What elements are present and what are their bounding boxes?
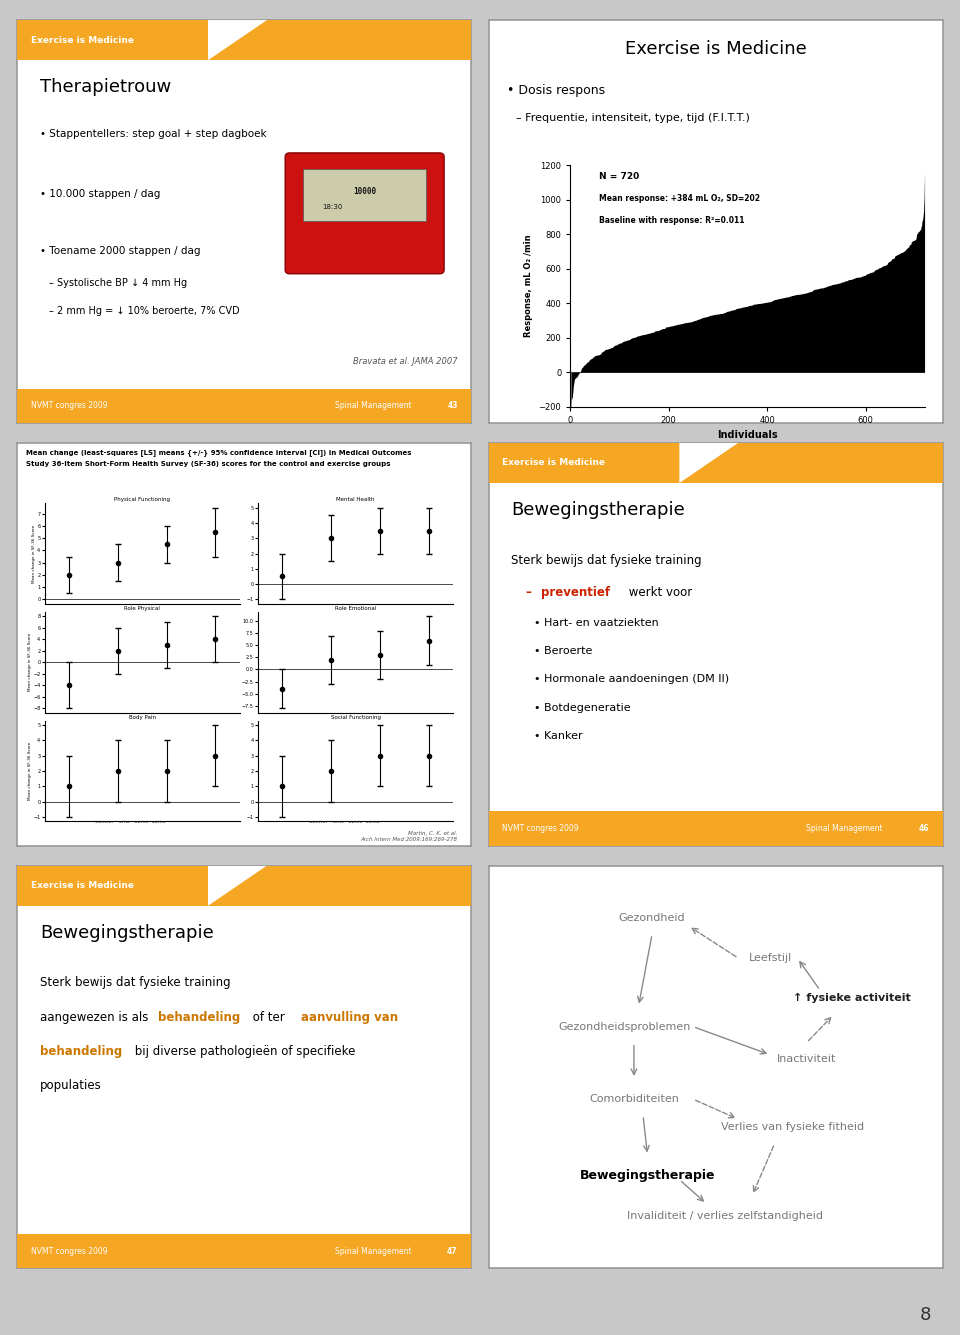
Text: Exercise is Medicine: Exercise is Medicine: [502, 458, 605, 467]
Polygon shape: [680, 443, 738, 483]
Text: • Stappentellers: step goal + step dagboek: • Stappentellers: step goal + step dagbo…: [40, 128, 267, 139]
Title: Physical Functioning: Physical Functioning: [114, 497, 170, 502]
Text: Bewegingstherapie: Bewegingstherapie: [40, 924, 214, 943]
Text: Inactiviteit: Inactiviteit: [777, 1053, 836, 1064]
Text: Exercise is Medicine: Exercise is Medicine: [31, 881, 133, 890]
Text: NVMT congres 2009: NVMT congres 2009: [31, 1247, 108, 1256]
Text: • 10.000 stappen / dag: • 10.000 stappen / dag: [40, 190, 160, 199]
Title: Role Emotional: Role Emotional: [335, 606, 376, 611]
Y-axis label: Mean change in SF-36 Score: Mean change in SF-36 Score: [32, 525, 36, 582]
Text: 8: 8: [920, 1307, 931, 1324]
Text: ↑ fysieke activiteit: ↑ fysieke activiteit: [793, 993, 911, 1004]
Text: Therapietrouw: Therapietrouw: [40, 79, 171, 96]
Text: – 2 mm Hg = ↓ 10% beroerte, 7% CVD: – 2 mm Hg = ↓ 10% beroerte, 7% CVD: [49, 306, 240, 316]
Text: NVMT congres 2009: NVMT congres 2009: [31, 400, 108, 410]
Text: • Botdegeneratie: • Botdegeneratie: [534, 702, 631, 713]
Text: bij diverse pathologieën of specifieke: bij diverse pathologieën of specifieke: [131, 1045, 355, 1057]
Text: Leefstijl: Leefstijl: [749, 953, 792, 963]
Text: Control    6mo   12mo  18mo: Control 6mo 12mo 18mo: [95, 820, 166, 824]
Text: • Dosis respons: • Dosis respons: [507, 84, 605, 97]
Text: behandeling: behandeling: [158, 1011, 240, 1024]
Text: Spinal Management: Spinal Management: [335, 400, 412, 410]
Text: • Hormonale aandoeningen (DM II): • Hormonale aandoeningen (DM II): [534, 674, 730, 685]
Text: NVMT congres 2009: NVMT congres 2009: [502, 824, 579, 833]
Text: N = 720: N = 720: [599, 172, 639, 182]
Text: 47: 47: [447, 1247, 458, 1256]
FancyBboxPatch shape: [489, 443, 943, 483]
Text: 18:30: 18:30: [323, 204, 343, 211]
Text: • Hart- en vaatziekten: • Hart- en vaatziekten: [534, 618, 659, 627]
Text: Exercise is Medicine: Exercise is Medicine: [31, 36, 133, 44]
Text: of ter: of ter: [249, 1011, 288, 1024]
Text: Gezondheidsproblemen: Gezondheidsproblemen: [559, 1021, 691, 1032]
FancyBboxPatch shape: [17, 1234, 471, 1268]
Text: Spinal Management: Spinal Management: [335, 1247, 412, 1256]
Text: Study 36-Item Short-Form Health Survey (SF-36) scores for the control and exerci: Study 36-Item Short-Form Health Survey (…: [26, 461, 391, 467]
FancyBboxPatch shape: [17, 20, 471, 60]
Title: Mental Health: Mental Health: [336, 497, 374, 502]
Text: Mean response: +384 mL O₂, SD=202: Mean response: +384 mL O₂, SD=202: [599, 194, 759, 203]
Text: Bravata et al. JAMA 2007: Bravata et al. JAMA 2007: [353, 358, 458, 366]
Text: 46: 46: [919, 824, 929, 833]
Text: Sterk bewijs dat fysieke training: Sterk bewijs dat fysieke training: [40, 976, 230, 989]
Text: Baseline with response: R²=0.011: Baseline with response: R²=0.011: [599, 216, 744, 224]
X-axis label: Individuals: Individuals: [717, 430, 778, 441]
Y-axis label: Mean change in SF-36 Score: Mean change in SF-36 Score: [28, 633, 32, 692]
FancyBboxPatch shape: [303, 170, 426, 222]
Text: Mean change (least-squares [LS] means {+/-} 95% confidence interval [CI]) in Med: Mean change (least-squares [LS] means {+…: [26, 449, 412, 455]
Text: Spinal Management: Spinal Management: [806, 824, 883, 833]
Text: Gezondheid: Gezondheid: [619, 913, 685, 922]
Title: Body Pain: Body Pain: [129, 714, 156, 720]
FancyBboxPatch shape: [17, 865, 471, 905]
Y-axis label: Mean change in SF-36 Score: Mean change in SF-36 Score: [28, 742, 32, 800]
Text: populaties: populaties: [40, 1079, 102, 1092]
FancyBboxPatch shape: [17, 388, 471, 423]
Text: aanvulling van: aanvulling van: [301, 1011, 398, 1024]
Text: • Toename 2000 stappen / dag: • Toename 2000 stappen / dag: [40, 246, 201, 255]
Text: Exercise is Medicine: Exercise is Medicine: [625, 40, 806, 59]
Polygon shape: [208, 20, 267, 60]
Y-axis label: Response, mL O₂ /min: Response, mL O₂ /min: [524, 235, 533, 338]
Text: aangewezen is als: aangewezen is als: [40, 1011, 152, 1024]
Text: behandeling: behandeling: [40, 1045, 122, 1057]
Text: – Systolische BP ↓ 4 mm Hg: – Systolische BP ↓ 4 mm Hg: [49, 278, 187, 288]
FancyBboxPatch shape: [489, 812, 943, 845]
Title: Role Physical: Role Physical: [124, 606, 160, 611]
Text: Martin, C. K. et al.
Arch Intern Med 2009;169:269-278: Martin, C. K. et al. Arch Intern Med 200…: [361, 830, 458, 841]
Text: • Kanker: • Kanker: [534, 730, 583, 741]
Text: werkt voor: werkt voor: [625, 586, 692, 598]
Text: Bewegingstherapie: Bewegingstherapie: [580, 1169, 715, 1181]
Text: Invaliditeit / verlies zelfstandigheid: Invaliditeit / verlies zelfstandigheid: [627, 1211, 823, 1222]
Text: Control    6mo   12mo  18mo: Control 6mo 12mo 18mo: [309, 820, 379, 824]
Text: preventief: preventief: [540, 586, 610, 598]
Text: 10000: 10000: [353, 187, 376, 196]
Title: Social Functioning: Social Functioning: [330, 714, 380, 720]
Text: –: –: [525, 586, 531, 598]
Text: • Beroerte: • Beroerte: [534, 646, 592, 655]
FancyBboxPatch shape: [285, 154, 444, 274]
Text: – Frequentie, intensiteit, type, tijd (F.I.T.T.): – Frequentie, intensiteit, type, tijd (F…: [516, 112, 750, 123]
Text: Comorbiditeiten: Comorbiditeiten: [589, 1095, 679, 1104]
Text: 43: 43: [447, 400, 458, 410]
Text: Verlies van fysieke fitheid: Verlies van fysieke fitheid: [721, 1123, 864, 1132]
Polygon shape: [208, 865, 267, 905]
Text: Sterk bewijs dat fysieke training: Sterk bewijs dat fysieke training: [512, 554, 702, 566]
Text: Bewegingstherapie: Bewegingstherapie: [512, 501, 685, 519]
